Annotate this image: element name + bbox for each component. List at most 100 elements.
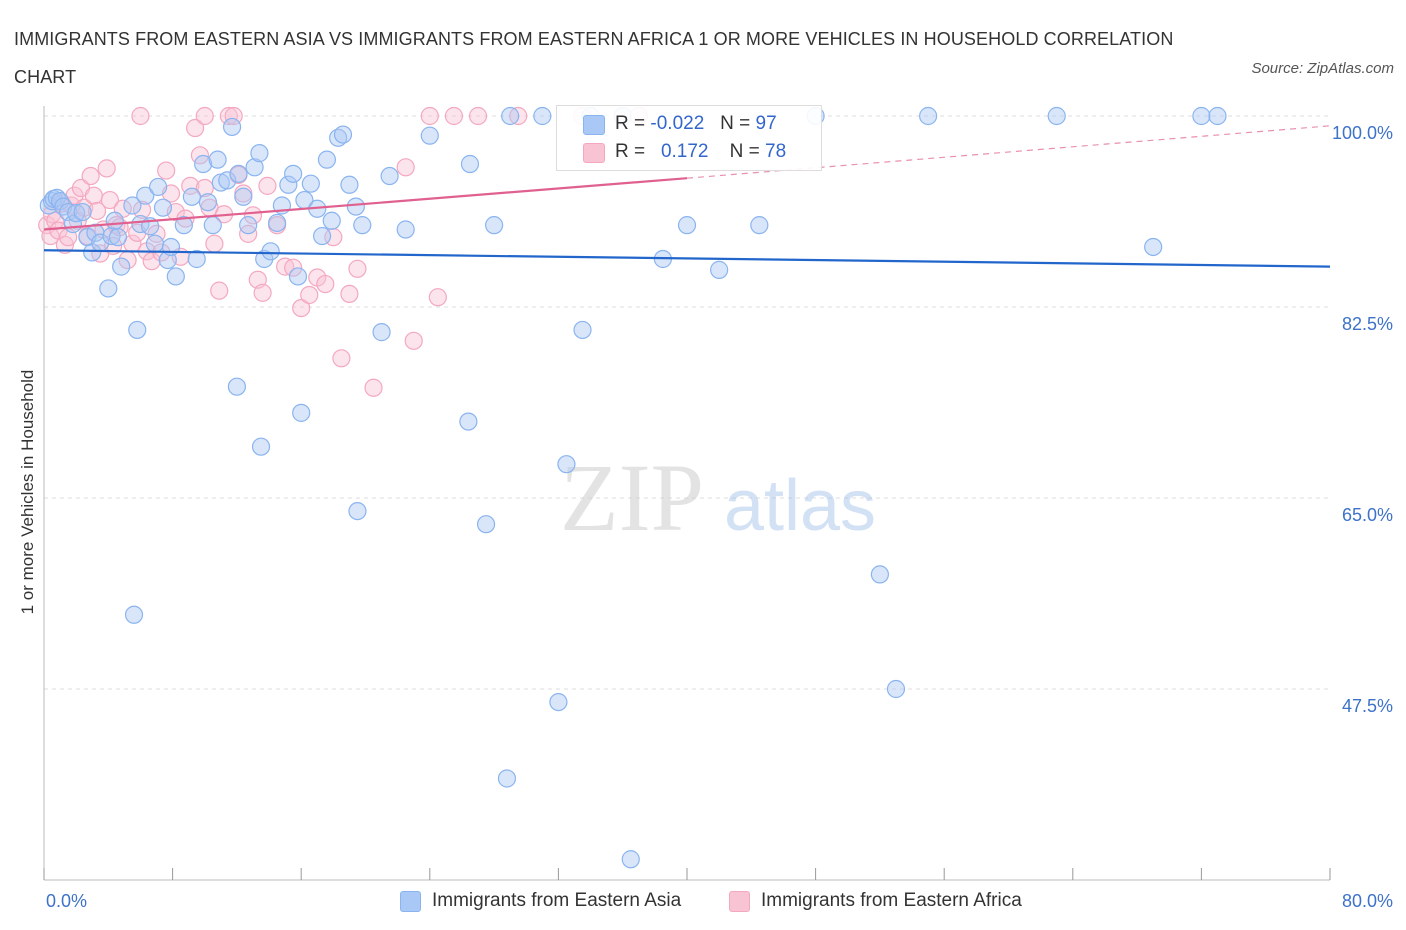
data-point <box>621 850 640 869</box>
data-point <box>476 515 496 534</box>
data-point <box>186 118 205 138</box>
data-point <box>194 154 213 174</box>
watermark-atlas: atlas <box>724 466 876 546</box>
data-point <box>533 106 552 126</box>
data-point <box>284 164 303 183</box>
data-point <box>288 267 308 286</box>
legend-label-eastern-asia: Immigrants from Eastern Asia <box>432 890 682 911</box>
series-eastern-asia-points <box>39 106 1227 869</box>
data-point <box>149 177 168 197</box>
data-point <box>131 106 150 126</box>
y-axis-title: 1 or more Vehicles in Household <box>18 369 37 615</box>
data-point <box>301 174 320 193</box>
data-point <box>420 106 439 126</box>
n-value-eastern-africa: 78 <box>765 141 787 162</box>
n-value-eastern-asia: 97 <box>755 113 777 134</box>
data-point <box>329 128 348 147</box>
data-point <box>332 349 351 368</box>
data-point <box>210 281 229 300</box>
data-point <box>136 186 155 205</box>
data-point <box>102 226 121 246</box>
data-point <box>364 378 383 397</box>
data-point <box>316 274 335 294</box>
data-point <box>187 249 206 269</box>
legend-swatch-eastern-africa <box>729 891 750 912</box>
tick-labels: 100.0% 82.5% 65.0% 47.5% 0.0% 80.0% <box>46 123 1393 911</box>
data-point <box>284 258 303 277</box>
data-point <box>348 501 367 521</box>
data-point <box>108 228 128 247</box>
data-point <box>1208 106 1227 126</box>
data-point <box>105 211 124 230</box>
data-point <box>97 159 116 178</box>
data-point <box>222 117 242 137</box>
data-point <box>750 216 769 235</box>
data-point <box>380 166 399 186</box>
data-point <box>128 320 147 340</box>
r-value-eastern-africa: 0.172 <box>660 141 709 162</box>
legend-swatch-eastern-asia <box>583 115 605 135</box>
data-point <box>84 186 103 205</box>
data-point <box>322 211 341 230</box>
legend-swatch-eastern-africa <box>583 143 605 163</box>
data-point <box>261 242 280 261</box>
data-point <box>710 260 729 279</box>
y-tick-label: 100.0% <box>1332 123 1393 143</box>
data-point <box>87 201 107 221</box>
data-point <box>919 106 938 126</box>
trend-lines <box>43 125 1331 268</box>
data-point <box>396 158 415 177</box>
data-point <box>501 106 520 126</box>
data-point <box>346 197 365 216</box>
y-tick-label: 47.5% <box>1342 696 1393 716</box>
watermark: ZIP atlas <box>560 444 876 551</box>
data-point <box>312 226 332 246</box>
data-point <box>243 206 263 225</box>
legend-label-eastern-africa: Immigrants from Eastern Africa <box>761 890 1022 911</box>
data-point <box>174 216 193 235</box>
data-point <box>182 187 201 206</box>
data-point <box>234 187 253 206</box>
data-point <box>198 193 218 212</box>
data-point <box>340 284 359 304</box>
x-tick-label: 80.0% <box>1342 891 1393 911</box>
r-value-eastern-asia: -0.022 <box>650 113 705 134</box>
data-point <box>258 176 277 195</box>
data-point <box>677 216 697 235</box>
data-point <box>123 196 142 215</box>
n-label: N = <box>729 141 760 162</box>
data-point <box>372 323 391 342</box>
data-point <box>468 106 488 126</box>
data-point <box>292 403 311 422</box>
data-point <box>420 126 439 145</box>
data-point <box>1047 106 1066 126</box>
data-point <box>279 175 298 194</box>
data-point <box>219 106 238 126</box>
data-point <box>886 679 906 699</box>
data-point <box>239 216 258 235</box>
data-point <box>317 150 337 169</box>
data-point <box>112 257 131 276</box>
data-point <box>67 204 86 223</box>
data-point <box>205 234 224 253</box>
data-point <box>153 198 173 217</box>
data-point <box>300 285 319 305</box>
data-point <box>208 150 227 169</box>
y-tick-label: 65.0% <box>1342 505 1393 525</box>
x-tick-label: 0.0% <box>46 891 87 911</box>
data-point <box>428 288 447 307</box>
data-point <box>166 267 185 286</box>
n-label: N = <box>720 113 751 134</box>
data-point <box>132 200 152 219</box>
r-label: R = <box>615 113 646 134</box>
data-point <box>348 259 367 278</box>
data-point <box>292 298 311 318</box>
data-point <box>157 161 176 180</box>
data-point <box>245 158 264 177</box>
data-point <box>573 320 592 340</box>
data-point <box>333 125 353 144</box>
data-point <box>195 106 214 126</box>
legend-swatch-eastern-asia <box>400 891 421 912</box>
trend-extension-eastern-africa <box>686 125 1331 179</box>
data-point <box>340 175 359 194</box>
